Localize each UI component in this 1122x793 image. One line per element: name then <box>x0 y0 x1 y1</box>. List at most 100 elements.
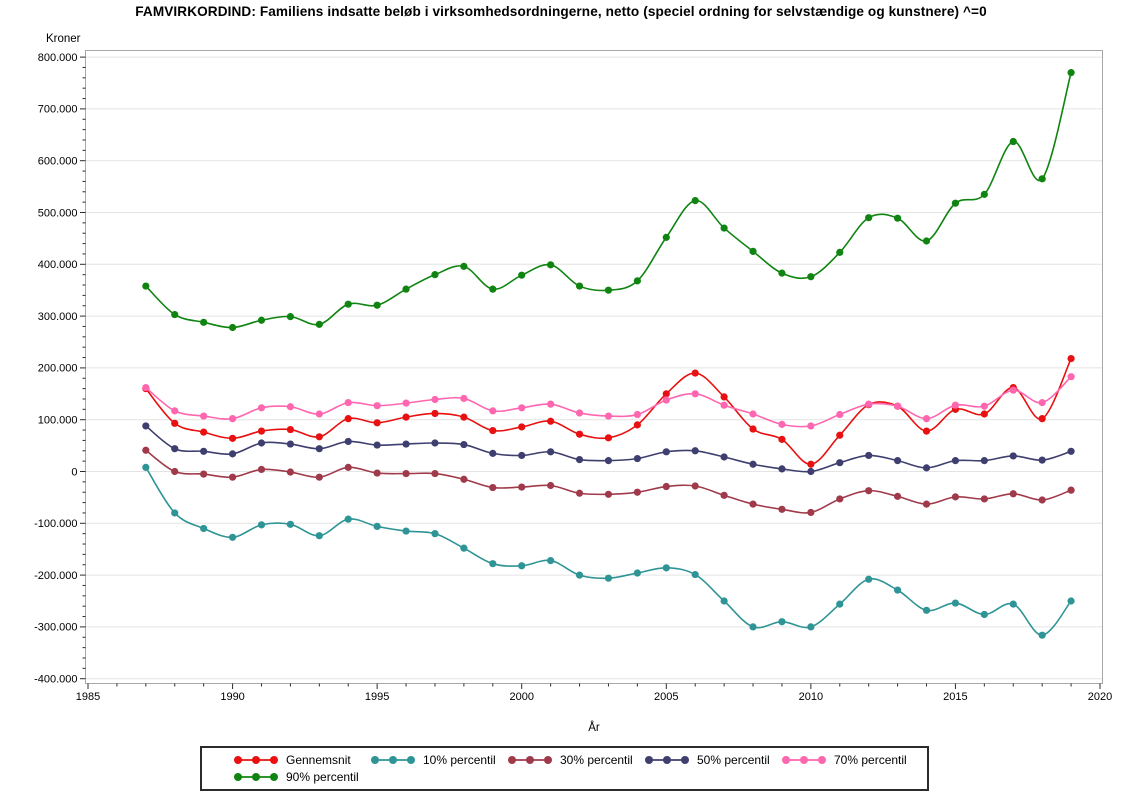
y-tick-label: 800.000 <box>38 52 78 64</box>
data-point-marker <box>575 282 584 290</box>
data-point-marker <box>402 469 410 478</box>
data-point-marker <box>575 409 584 417</box>
legend-item-70-percentil: 70% percentil <box>780 753 917 767</box>
data-point-marker <box>951 401 960 409</box>
data-point-marker <box>286 425 294 434</box>
data-point-marker <box>373 469 381 477</box>
data-point-marker <box>836 495 844 503</box>
data-point-marker <box>749 425 757 433</box>
data-point-marker <box>1009 452 1017 460</box>
data-point-marker <box>315 532 323 540</box>
data-point-marker <box>575 571 584 579</box>
data-point-marker <box>344 399 352 407</box>
data-point-marker <box>402 413 410 421</box>
x-tick-label: 2010 <box>799 691 823 703</box>
x-tick-label: 2015 <box>943 691 967 703</box>
data-point-marker <box>951 599 960 607</box>
data-point-marker <box>980 610 988 619</box>
data-point-marker <box>865 575 873 583</box>
data-point-marker <box>431 530 439 538</box>
data-point-marker <box>720 491 728 499</box>
data-point-marker <box>142 383 150 392</box>
data-point-marker <box>662 482 670 491</box>
data-point-marker <box>1067 486 1075 494</box>
data-point-marker <box>402 285 410 293</box>
data-point-marker <box>604 457 613 465</box>
legend-item-label: 90% percentil <box>286 770 359 784</box>
data-point-marker <box>691 369 699 377</box>
data-point-marker <box>344 415 352 423</box>
data-point-marker <box>720 224 728 232</box>
data-point-marker <box>460 413 468 421</box>
data-point-marker <box>633 277 641 285</box>
data-point-marker <box>460 475 468 483</box>
data-point-marker <box>980 402 988 410</box>
data-point-marker <box>373 301 381 309</box>
data-point-marker <box>691 482 699 490</box>
data-point-marker <box>662 396 670 404</box>
data-point-marker <box>807 273 815 281</box>
data-point-marker <box>691 447 699 455</box>
data-point-marker <box>807 422 815 430</box>
legend-item-gennemsnit: Gennemsnit <box>232 753 369 767</box>
data-point-marker <box>951 493 960 501</box>
legend-item-label: 50% percentil <box>697 753 770 767</box>
data-point-marker <box>489 407 497 415</box>
y-tick-label: 700.000 <box>38 104 78 116</box>
data-point-marker <box>633 421 641 429</box>
data-point-marker <box>547 448 555 456</box>
data-point-marker <box>951 199 960 207</box>
data-point-marker <box>315 410 323 418</box>
data-point-marker <box>778 435 786 443</box>
data-point-marker <box>489 426 497 435</box>
data-point-marker <box>1067 597 1075 605</box>
series-marker-icon <box>782 756 826 764</box>
series-50-percentil <box>142 422 1075 476</box>
data-point-marker <box>315 320 323 328</box>
data-point-marker <box>460 544 468 552</box>
data-point-marker <box>142 446 150 454</box>
data-point-marker <box>980 457 988 465</box>
data-point-marker <box>344 300 352 308</box>
data-point-marker <box>286 403 294 411</box>
data-point-marker <box>518 483 526 491</box>
data-point-marker <box>720 401 728 409</box>
data-point-marker <box>460 262 468 270</box>
axes: 800.000 700.000 600.000 500.000 400.000 300.0… <box>34 52 1112 703</box>
y-tick-label: 300.000 <box>38 311 78 323</box>
series-90-percentil <box>142 69 1075 332</box>
y-tick-label: 400.000 <box>38 259 78 271</box>
data-point-marker <box>922 464 931 472</box>
gridlines <box>85 56 1103 680</box>
data-point-marker <box>1067 69 1075 77</box>
data-point-marker <box>778 465 786 473</box>
frame-rect <box>85 50 1103 684</box>
data-point-marker <box>460 394 468 403</box>
x-tick-label: 2000 <box>509 691 533 703</box>
series-line-50-percentil <box>145 425 1072 473</box>
data-point-marker <box>257 404 266 412</box>
data-point-marker <box>836 459 844 467</box>
y-tick-label: -400.000 <box>34 674 77 686</box>
data-point-marker <box>691 196 699 205</box>
data-point-marker <box>489 285 497 293</box>
legend-item-50-percentil: 50% percentil <box>643 753 780 767</box>
chart-title: FAMVIRKORDIND: Familiens indsatte beløb … <box>135 4 987 19</box>
data-point-marker <box>431 469 439 478</box>
data-point-marker <box>547 400 555 408</box>
data-point-marker <box>257 521 266 529</box>
data-point-marker <box>662 564 670 572</box>
data-point-marker <box>431 395 439 404</box>
data-point-marker <box>228 533 237 541</box>
data-point-marker <box>922 415 931 423</box>
data-point-marker <box>1009 600 1017 608</box>
chart-layers: 800.000 700.000 600.000 500.000 400.000 300.0… <box>34 50 1112 703</box>
series-70-percentil <box>142 373 1075 430</box>
data-point-marker <box>836 410 844 419</box>
data-point-marker <box>720 393 728 401</box>
data-point-marker <box>228 415 237 423</box>
data-point-marker <box>547 261 555 269</box>
series-marker-icon <box>371 756 415 764</box>
legend-item-90-percentil: 90% percentil <box>232 770 369 784</box>
data-point-marker <box>980 410 988 418</box>
